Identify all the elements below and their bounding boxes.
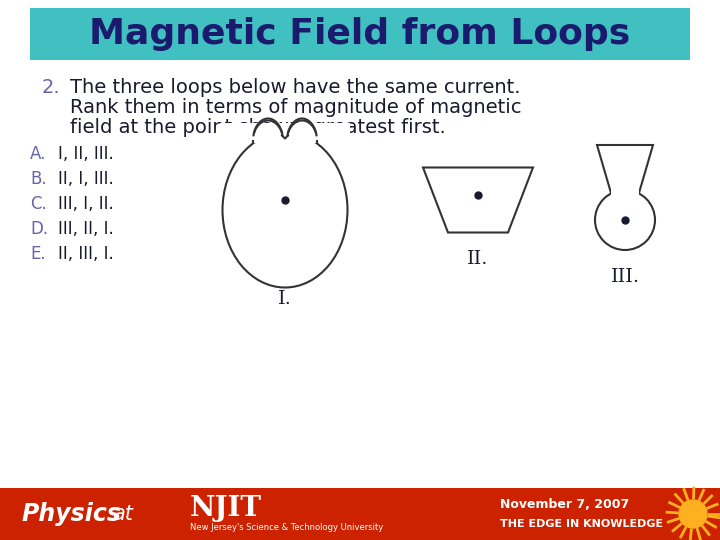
FancyBboxPatch shape	[611, 188, 639, 196]
Text: D.: D.	[30, 220, 48, 238]
Text: E.: E.	[30, 245, 45, 263]
Text: NJIT: NJIT	[190, 495, 262, 522]
Circle shape	[679, 500, 707, 528]
Text: Rank them in terms of magnitude of magnetic: Rank them in terms of magnitude of magne…	[70, 98, 521, 117]
Text: A.: A.	[30, 145, 46, 163]
Text: I.: I.	[278, 290, 292, 308]
Text: III, I, II.: III, I, II.	[58, 195, 114, 213]
Text: III.: III.	[611, 268, 639, 286]
Text: II.: II.	[467, 251, 489, 268]
FancyBboxPatch shape	[220, 123, 350, 143]
Text: November 7, 2007: November 7, 2007	[500, 498, 629, 511]
Text: New Jersey's Science & Technology University: New Jersey's Science & Technology Univer…	[190, 523, 383, 531]
Text: C.: C.	[30, 195, 47, 213]
Text: THE EDGE IN KNOWLEDGE: THE EDGE IN KNOWLEDGE	[500, 519, 663, 529]
Text: III, II, I.: III, II, I.	[58, 220, 114, 238]
Text: I, II, III.: I, II, III.	[58, 145, 114, 163]
Text: II, III, I.: II, III, I.	[58, 245, 114, 263]
Text: at: at	[112, 504, 133, 524]
Text: Physics: Physics	[22, 502, 122, 526]
Text: The three loops below have the same current.: The three loops below have the same curr…	[70, 78, 521, 97]
Text: II, I, III.: II, I, III.	[58, 170, 114, 188]
Text: 2.: 2.	[42, 78, 60, 97]
Text: B.: B.	[30, 170, 47, 188]
Text: field at the point shown, greatest first.: field at the point shown, greatest first…	[70, 118, 446, 137]
FancyBboxPatch shape	[0, 488, 720, 540]
FancyBboxPatch shape	[30, 8, 690, 60]
Text: Magnetic Field from Loops: Magnetic Field from Loops	[89, 17, 631, 51]
